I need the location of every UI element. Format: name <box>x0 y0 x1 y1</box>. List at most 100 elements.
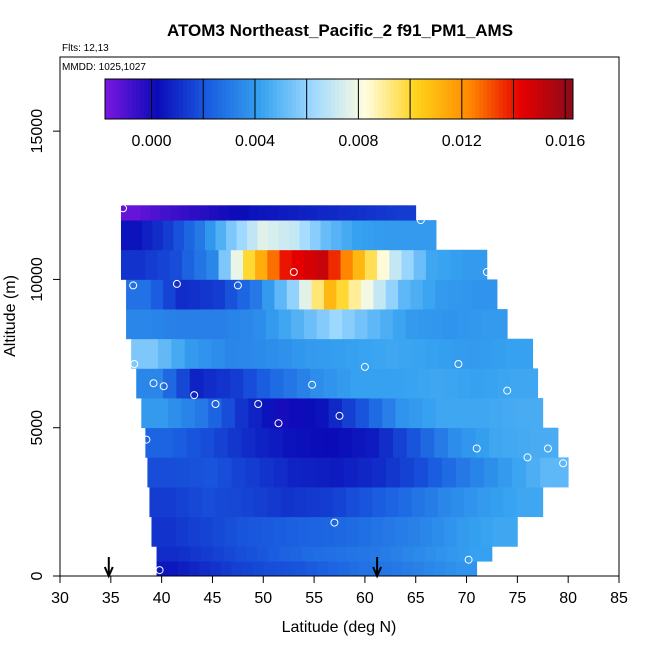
colorbar-swatch <box>350 79 356 119</box>
heatmap-cell <box>343 457 359 488</box>
colorbar-swatch <box>381 79 387 119</box>
sample-point <box>233 281 242 290</box>
heatmap-cell <box>160 205 171 221</box>
heatmap-cell <box>357 546 370 562</box>
heatmap-cell <box>336 368 351 399</box>
heatmap-cell <box>412 338 426 369</box>
heatmap-cell <box>342 398 356 429</box>
colorbar-swatch <box>171 79 176 119</box>
heatmap-cell <box>413 249 427 280</box>
colorbar-swatch <box>112 79 118 119</box>
heatmap-cell <box>315 457 331 488</box>
heatmap-cell <box>447 427 463 458</box>
heatmap-cell <box>301 457 317 488</box>
colorbar-swatch <box>206 79 211 119</box>
colorbar-swatch <box>436 79 441 119</box>
colorbar-swatch <box>354 79 359 119</box>
colorbar-swatch <box>366 79 371 119</box>
heatmap-cell <box>391 561 403 577</box>
heatmap-cell <box>306 487 321 518</box>
colorbar: 0.000 0.004 0.008 0.012 0.016 <box>104 78 585 150</box>
colorbar-swatch <box>358 79 363 119</box>
heatmap-cell <box>352 220 363 251</box>
heatmap-cell <box>394 220 405 251</box>
colorbar-swatch <box>264 79 270 119</box>
colorbar-swatch <box>432 79 437 119</box>
heatmap-cell <box>444 368 458 399</box>
heatmap-cell <box>372 487 386 518</box>
heatmap-cell <box>267 249 280 280</box>
colorbar-swatch <box>183 79 188 119</box>
heatmap-cell <box>310 220 321 251</box>
heatmap-cell <box>410 279 424 310</box>
heatmap-cell <box>477 487 491 518</box>
colorbar-swatch <box>526 79 531 119</box>
heatmap-cell <box>359 561 371 577</box>
heatmap-cell <box>389 249 402 280</box>
heatmap-cell <box>346 205 358 221</box>
heatmap-cell <box>424 546 437 562</box>
heatmap-cell <box>264 338 279 369</box>
heatmap-cell <box>368 546 381 562</box>
heatmap-cell <box>228 487 242 518</box>
heatmap-cell <box>138 309 152 340</box>
heatmap-cell <box>133 249 146 280</box>
heatmap-cell <box>295 561 307 577</box>
heatmap-cell <box>310 516 323 547</box>
heatmap-cell <box>249 516 262 547</box>
heatmap-cell <box>436 546 448 562</box>
heatmap-cell <box>224 338 239 369</box>
heatmap-cell <box>404 220 416 251</box>
heatmap-cell <box>328 249 341 280</box>
heatmap-cell <box>443 309 457 340</box>
heatmap-cell <box>273 457 289 488</box>
heatmap-cell <box>447 279 461 310</box>
heatmap-cell <box>329 309 343 340</box>
heatmap-cell <box>425 220 437 251</box>
heatmap-cell <box>419 516 433 547</box>
heatmap-cell <box>462 249 476 280</box>
heatmap-cell <box>248 398 263 429</box>
heatmap-cell <box>377 249 390 280</box>
heatmap-cell <box>299 220 311 251</box>
heatmap-cell <box>357 457 373 488</box>
heatmap-cell <box>194 398 209 429</box>
heatmap-cell <box>337 427 353 458</box>
heatmap-cell <box>354 309 368 340</box>
colorbar-swatch <box>237 79 242 119</box>
heatmap-cell <box>305 338 319 369</box>
heatmap-cell <box>379 427 394 458</box>
sample-point <box>254 400 263 408</box>
sample-point <box>330 518 339 527</box>
heatmap-cell <box>257 220 269 251</box>
heatmap-cell <box>241 427 256 458</box>
heatmap-cell <box>141 398 156 429</box>
heatmap-cell <box>444 561 456 577</box>
heatmap-cell <box>348 279 362 310</box>
heatmap-cell <box>186 427 201 458</box>
sample-point <box>149 379 158 388</box>
colorbar-swatch <box>218 79 223 119</box>
heatmap-cell <box>510 368 525 399</box>
heatmap-cell <box>474 249 488 280</box>
colorbar-swatch <box>268 79 274 119</box>
sample-point <box>211 400 220 408</box>
heatmap-cell <box>212 279 226 310</box>
heatmap-cell <box>311 279 325 310</box>
heatmap-cell <box>372 338 386 369</box>
heatmap-cell <box>202 309 216 340</box>
colorbar-swatch <box>307 79 313 119</box>
heatmap-cell <box>219 205 230 221</box>
heatmap-cell <box>323 279 337 310</box>
heatmap-cell <box>230 249 244 280</box>
colorbar-swatch <box>397 79 402 119</box>
colorbar-swatch <box>370 79 375 119</box>
heatmap-cell <box>297 516 311 547</box>
heatmap-cell <box>147 457 162 488</box>
x-tick-label: 60 <box>356 590 374 607</box>
heatmap-cell <box>265 309 279 340</box>
heatmap-cell <box>505 338 520 369</box>
heatmap-cell <box>120 220 132 251</box>
heatmap-cell <box>170 205 181 221</box>
heatmap-cell <box>355 398 370 429</box>
